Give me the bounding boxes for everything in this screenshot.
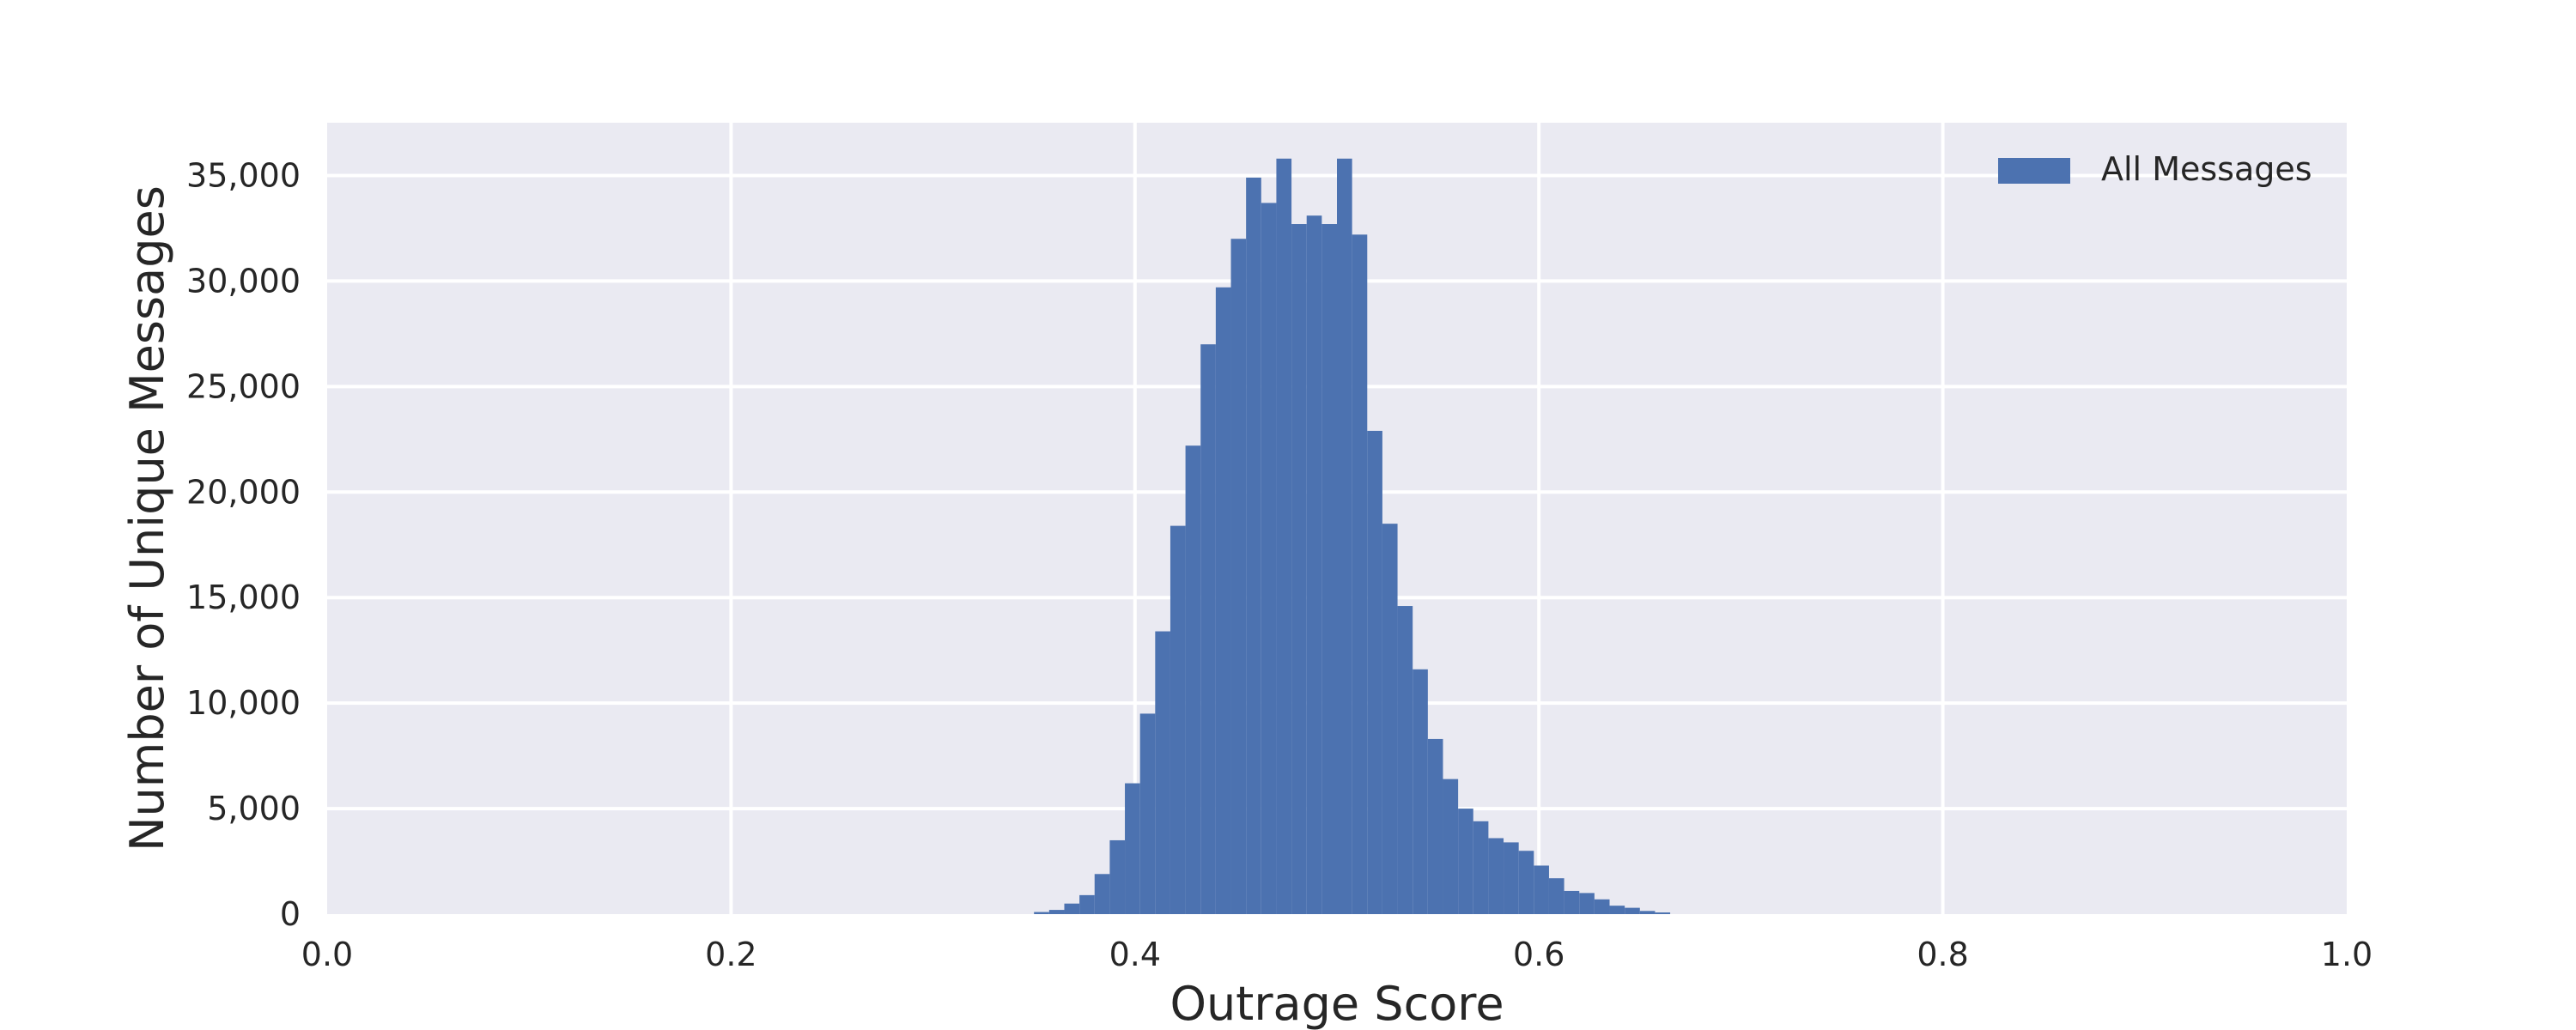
legend: All Messages — [1998, 150, 2312, 188]
histogram-bar — [1367, 430, 1382, 914]
histogram-bar — [1094, 874, 1110, 914]
histogram-bar — [1276, 158, 1292, 914]
histogram-bar — [1230, 239, 1247, 914]
histogram-bar — [1382, 524, 1398, 914]
histogram-bar — [1397, 606, 1413, 914]
y-tick-labels: 0 5,000 10,000 15,000 20,000 25,000 30,000 35,0… — [186, 156, 301, 933]
histogram-bar — [1155, 631, 1170, 914]
x-tick-label: 0.2 — [705, 936, 756, 973]
histogram-bar — [1609, 906, 1625, 914]
histogram-bar — [1488, 838, 1504, 914]
x-axis-label: Outrage Score — [1170, 977, 1504, 1030]
histogram-bar — [1200, 344, 1216, 914]
y-tick-label: 15,000 — [186, 579, 301, 616]
y-tick-label: 10,000 — [186, 684, 301, 722]
histogram-bar — [1413, 669, 1428, 914]
y-tick-label: 25,000 — [186, 367, 301, 405]
x-gridlines — [729, 123, 1945, 914]
histogram-bar — [1655, 912, 1671, 914]
histogram-bar — [1079, 894, 1095, 914]
histogram-bar — [1185, 445, 1201, 914]
x-tick-label: 0.8 — [1917, 936, 1968, 973]
histogram-bar — [1518, 851, 1534, 914]
histogram-bar — [1125, 783, 1140, 914]
histogram-bar — [1048, 910, 1065, 914]
histogram-bar — [1306, 215, 1322, 914]
histogram-bars — [1034, 158, 1671, 915]
histogram-bar — [1625, 907, 1640, 914]
histogram-bar — [1639, 911, 1656, 914]
legend-label-all-messages: All Messages — [2101, 150, 2312, 188]
x-tick-label: 0.0 — [301, 936, 353, 973]
histogram-bar — [1458, 809, 1473, 914]
x-tick-label: 1.0 — [2321, 936, 2372, 973]
histogram-bar — [1579, 893, 1595, 914]
histogram-bar — [1548, 878, 1564, 914]
x-tick-labels: 0.0 0.2 0.4 0.6 0.8 1.0 — [301, 936, 2372, 973]
histogram-bar — [1594, 899, 1610, 914]
histogram-bar — [1109, 839, 1126, 914]
histogram-bar — [1337, 158, 1352, 914]
histogram-bar — [1321, 224, 1337, 914]
histogram-bar — [1534, 865, 1549, 914]
histogram-bar — [1473, 821, 1489, 914]
histogram-bar — [1034, 912, 1049, 914]
y-tick-label: 35,000 — [186, 156, 301, 194]
histogram-bar — [1427, 738, 1443, 914]
histogram-bar — [1443, 779, 1459, 914]
histogram-bar — [1170, 525, 1186, 914]
histogram-bar — [1246, 177, 1261, 914]
y-axis-label: Number of Unique Messages — [120, 185, 174, 851]
histogram-bar — [1291, 224, 1307, 914]
y-tick-label: 5,000 — [207, 790, 301, 827]
histogram-bar — [1064, 903, 1080, 914]
histogram-bar — [1139, 713, 1156, 914]
histogram-bar — [1352, 234, 1368, 914]
histogram-bar — [1504, 842, 1519, 914]
y-tick-label: 0 — [280, 895, 301, 933]
y-tick-label: 20,000 — [186, 473, 301, 511]
x-tick-label: 0.4 — [1109, 936, 1161, 973]
x-tick-label: 0.6 — [1513, 936, 1564, 973]
histogram-bar — [1215, 287, 1231, 914]
histogram-bar — [1261, 203, 1277, 915]
histogram-bar — [1564, 890, 1580, 914]
legend-swatch-all-messages — [1998, 158, 2070, 184]
y-tick-label: 30,000 — [186, 262, 301, 300]
